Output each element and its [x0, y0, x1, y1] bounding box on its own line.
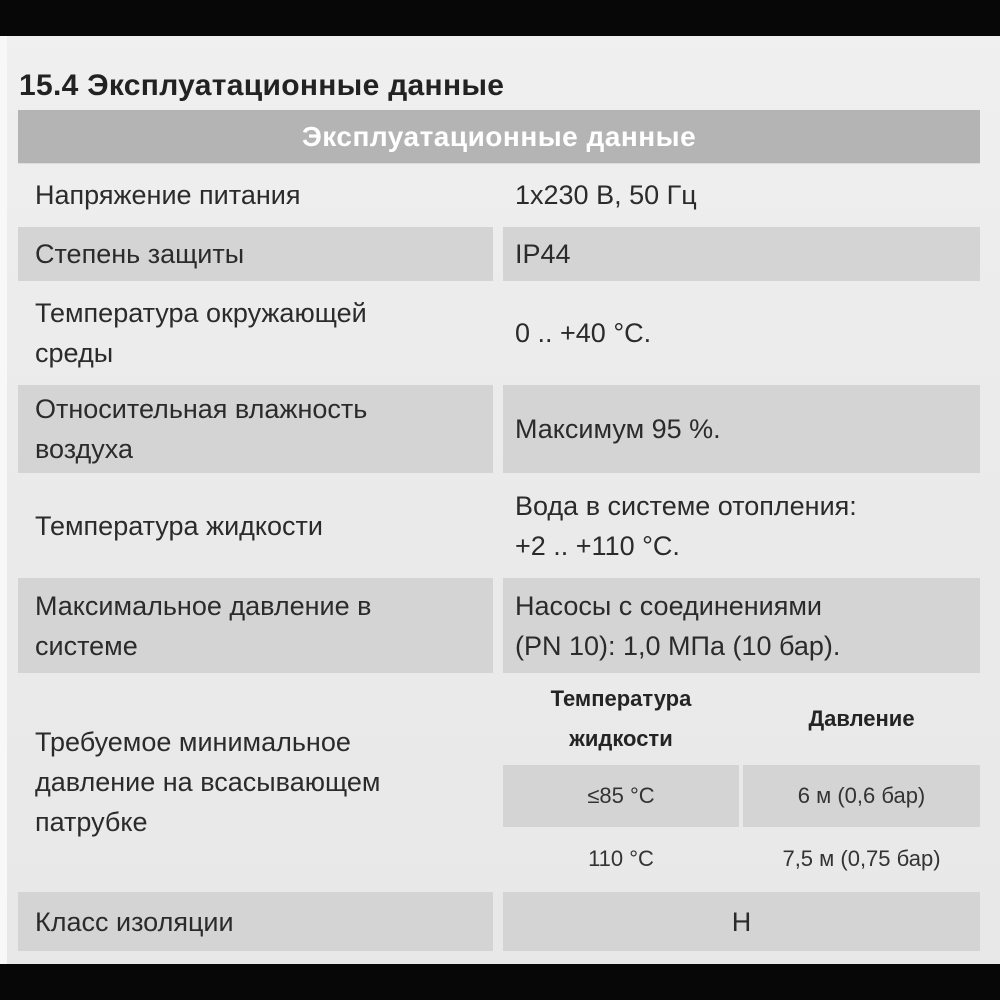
row-label-cell: Температура окружающей среды	[35, 298, 367, 368]
nested-col-header-pressure: Давление	[808, 706, 915, 731]
table-row-voltage: Напряжение питания 1x230 В, 50 Гц	[18, 163, 980, 227]
table-row-insulation-class: Класс изоляции H	[18, 892, 980, 951]
row-label-cell: Класс изоляции	[18, 892, 493, 951]
cell-divider	[493, 892, 503, 951]
cell-divider	[493, 163, 503, 227]
row-label-cell: Максимальное давление в системе	[18, 578, 493, 673]
nested-pressure-cell: 6 м (0,6 бар)	[743, 765, 980, 827]
nested-col-header-temperature: Температура жидкости	[550, 686, 692, 751]
bottom-black-border	[0, 964, 1000, 1000]
table-row-liquid-temperature: Температура жидкости Вода в системе отоп…	[18, 473, 980, 578]
row-value-cell: 1x230 В, 50 Гц	[515, 180, 697, 210]
table-row-max-pressure: Максимальное давление в системе Насосы с…	[18, 578, 980, 673]
row-value-cell: Насосы с соединениями (PN 10): 1,0 МПа (…	[503, 578, 980, 673]
row-label-cell: Температура жидкости	[35, 510, 324, 541]
page-left-edge	[0, 36, 7, 964]
table-row-humidity: Относительная влажность воздуха Максимум…	[18, 385, 980, 473]
row-label-cell: Напряжение питания	[35, 180, 301, 210]
operational-data-table: Эксплуатационные данные Напряжение питан…	[18, 110, 980, 951]
row-value-cell: H	[503, 892, 980, 951]
cell-divider	[493, 578, 503, 673]
nested-pressure-cell: 7,5 м (0,75 бар)	[782, 845, 941, 871]
top-black-border	[0, 0, 1000, 36]
nested-table-header: Температура жидкости Давление	[503, 673, 980, 765]
nested-table-row: ≤85 °C 6 м (0,6 бар)	[503, 765, 980, 827]
row-label-cell: Требуемое минимальное давление на всасыв…	[35, 726, 381, 837]
row-value-cell: Вода в системе отопления: +2 .. +110 °C.	[515, 490, 857, 561]
nested-temperature-cell: 110 °C	[588, 845, 654, 871]
table-row-inlet-pressure: Требуемое минимальное давление на всасыв…	[18, 673, 980, 890]
nested-pressure-table: Температура жидкости Давление ≤85 °C 6 м…	[503, 673, 980, 890]
row-label-cell: Степень защиты	[18, 227, 493, 281]
table-row-protection: Степень защиты IP44	[18, 227, 980, 281]
section-title: 15.4 Эксплуатационные данные	[19, 69, 505, 103]
cell-divider	[493, 673, 503, 890]
row-label-cell: Относительная влажность воздуха	[18, 385, 493, 473]
table-title-bar: Эксплуатационные данные	[18, 110, 980, 163]
cell-divider	[493, 473, 503, 578]
nested-table-row: 110 °C 7,5 м (0,75 бар)	[503, 827, 980, 890]
row-value-cell: IP44	[503, 227, 980, 281]
row-value-cell: Максимум 95 %.	[503, 385, 980, 473]
row-value-cell: 0 .. +40 °C.	[515, 318, 652, 348]
cell-divider	[493, 281, 503, 385]
cell-divider	[493, 227, 503, 281]
nested-temperature-cell: ≤85 °C	[503, 765, 739, 827]
table-row-ambient-temperature: Температура окружающей среды 0 .. +40 °C…	[18, 281, 980, 385]
cell-divider	[493, 385, 503, 473]
